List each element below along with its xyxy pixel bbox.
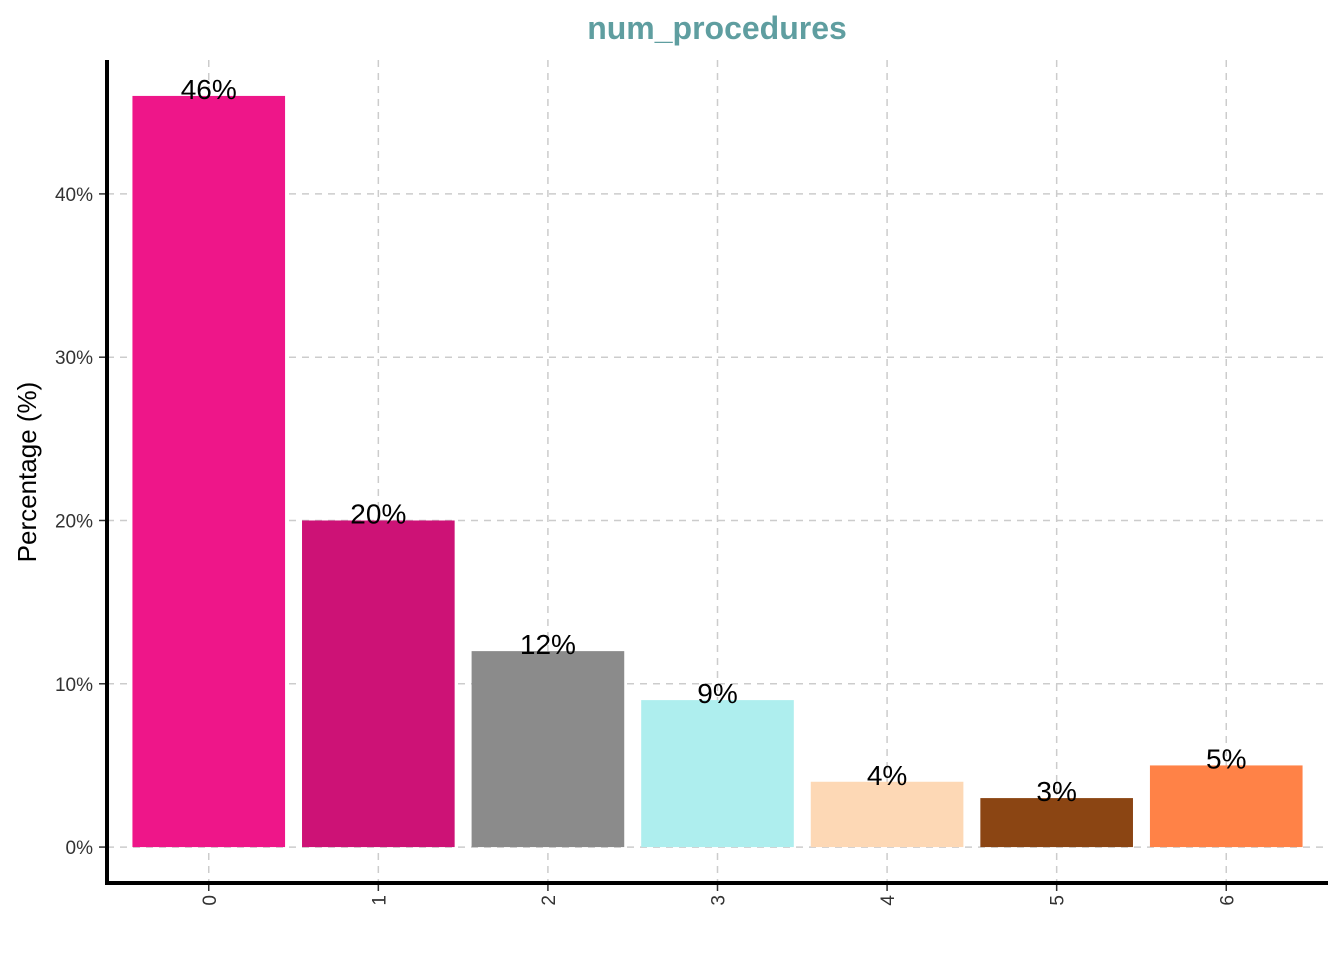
- bar: [132, 95, 286, 848]
- bar: [810, 781, 964, 848]
- bar-data-label: 3%: [1036, 776, 1076, 807]
- y-tick-label: 40%: [55, 185, 93, 206]
- bar-data-label: 46%: [181, 74, 237, 105]
- x-tick-label: 2: [539, 895, 560, 906]
- y-tick-label: 10%: [55, 675, 93, 696]
- x-axis-ticks: 0 1 2 3 4 5 6: [200, 883, 1238, 906]
- bar-data-label: 4%: [867, 760, 907, 791]
- x-tick-label: 4: [878, 895, 899, 906]
- bar: [471, 651, 625, 848]
- bar: [1149, 765, 1303, 848]
- y-axis-ticks: 0% 10% 20% 30% 40%: [55, 185, 107, 859]
- bar: [980, 798, 1133, 848]
- bar-data-label: 5%: [1206, 743, 1246, 774]
- data-labels: 46% 20% 12% 9% 4% 3% 5%: [181, 74, 1247, 807]
- chart-title: num_procedures: [587, 10, 847, 46]
- x-tick-label: 6: [1217, 895, 1238, 906]
- x-tick-label: 5: [1048, 895, 1069, 906]
- bar-data-label: 20%: [350, 498, 406, 529]
- y-tick-label: 30%: [55, 348, 93, 369]
- x-tick-label: 0: [200, 895, 221, 906]
- y-tick-label: 20%: [55, 511, 93, 532]
- bar-data-label: 9%: [697, 678, 737, 709]
- x-tick-label: 3: [709, 895, 730, 906]
- x-tick-label: 1: [369, 895, 390, 906]
- bar: [641, 700, 794, 848]
- y-axis-label: Percentage (%): [12, 382, 42, 563]
- y-tick-label: 0%: [66, 838, 94, 859]
- bars: [132, 95, 1303, 848]
- bar-data-label: 12%: [520, 629, 576, 660]
- bar: [302, 520, 455, 848]
